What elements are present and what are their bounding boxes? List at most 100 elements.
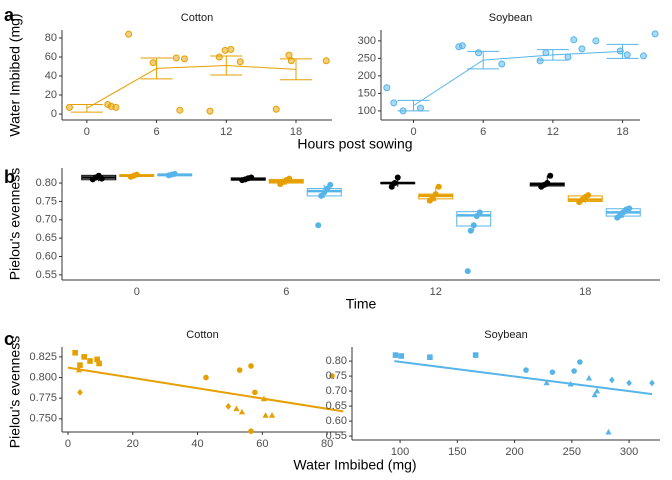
point bbox=[125, 30, 133, 38]
point bbox=[94, 356, 100, 363]
x-tick-label: 300 bbox=[620, 446, 638, 458]
point bbox=[476, 209, 483, 216]
x-tick-label: 0 bbox=[65, 438, 71, 450]
point bbox=[285, 51, 293, 59]
point bbox=[225, 403, 232, 410]
y-tick-label: 0.80 bbox=[326, 355, 347, 367]
point bbox=[176, 106, 184, 114]
x-tick-label: 6 bbox=[154, 126, 160, 138]
point bbox=[626, 205, 633, 212]
y-tick-label: 100 bbox=[358, 105, 376, 117]
panel-title: Cotton bbox=[186, 329, 218, 341]
point bbox=[236, 58, 244, 66]
point bbox=[390, 99, 398, 107]
point bbox=[215, 53, 223, 61]
point bbox=[171, 170, 178, 177]
point bbox=[605, 428, 612, 435]
point bbox=[238, 408, 246, 415]
x-tick-label: 150 bbox=[448, 446, 466, 458]
point bbox=[268, 412, 276, 418]
point bbox=[248, 428, 254, 434]
point bbox=[272, 105, 280, 113]
y-tick-label: 200 bbox=[358, 70, 376, 82]
mean-line bbox=[86, 65, 297, 109]
point bbox=[543, 379, 550, 386]
point bbox=[172, 54, 180, 62]
y-tick-label: 80 bbox=[45, 32, 57, 44]
point bbox=[233, 405, 240, 412]
fit-line bbox=[394, 360, 653, 396]
y-tick-label: 20 bbox=[45, 89, 57, 101]
point bbox=[571, 368, 577, 374]
point bbox=[536, 57, 544, 65]
point bbox=[394, 174, 401, 181]
point bbox=[472, 352, 479, 358]
point bbox=[203, 374, 209, 381]
y-tick-label: 0.65 bbox=[326, 400, 347, 412]
point bbox=[564, 53, 572, 61]
x-tick-label: 12 bbox=[430, 286, 442, 298]
point bbox=[427, 354, 433, 360]
point bbox=[252, 389, 258, 396]
point bbox=[133, 171, 140, 178]
point bbox=[467, 227, 474, 234]
point bbox=[206, 107, 214, 115]
point bbox=[236, 367, 243, 373]
y-tick-label: 0.825 bbox=[29, 351, 57, 363]
point bbox=[609, 376, 615, 384]
point bbox=[585, 192, 592, 199]
point bbox=[416, 104, 424, 112]
point bbox=[77, 389, 83, 396]
point bbox=[87, 358, 93, 364]
y-tick-label: 0.75 bbox=[326, 370, 347, 382]
y-tick-label: 60 bbox=[45, 51, 57, 63]
x-tick-label: 18 bbox=[290, 126, 302, 138]
y-axis-label: Pielou's evenness bbox=[7, 336, 23, 448]
point bbox=[398, 353, 405, 359]
y-axis-label: Water Imbibed (mg) bbox=[7, 13, 23, 136]
y-tick-label: 0.75 bbox=[36, 195, 57, 207]
point bbox=[577, 359, 583, 365]
point bbox=[112, 103, 120, 111]
panel-title: Soybean bbox=[484, 329, 527, 341]
point bbox=[567, 380, 574, 387]
point bbox=[651, 30, 659, 38]
point bbox=[391, 180, 398, 187]
y-tick-label: 0.775 bbox=[29, 392, 57, 404]
fit-line bbox=[67, 366, 344, 413]
point bbox=[544, 180, 551, 187]
y-tick-label: 0.60 bbox=[36, 250, 57, 262]
x-tick-label: 0 bbox=[84, 126, 90, 138]
point bbox=[591, 391, 598, 398]
y-tick-label: 0.750 bbox=[29, 413, 57, 425]
panel-tag: b bbox=[4, 167, 15, 187]
y-tick-label: 300 bbox=[358, 35, 376, 47]
point bbox=[327, 181, 334, 188]
x-tick-label: 18 bbox=[616, 126, 628, 138]
y-tick-label: 0.55 bbox=[36, 269, 57, 281]
x-tick-label: 60 bbox=[256, 438, 268, 450]
x-tick-label: 250 bbox=[563, 446, 581, 458]
point bbox=[592, 37, 600, 45]
y-tick-label: 0.70 bbox=[36, 214, 57, 226]
y-axis-label: Pielou's evenness bbox=[7, 168, 23, 280]
panel-title: Soybean bbox=[489, 12, 532, 24]
y-tick-label: 0 bbox=[51, 108, 57, 120]
point bbox=[623, 51, 631, 59]
point bbox=[578, 45, 586, 53]
x-axis-label: Time bbox=[346, 296, 377, 312]
y-tick-label: 0.65 bbox=[36, 232, 57, 244]
point bbox=[585, 374, 593, 381]
y-tick-label: 0.60 bbox=[326, 415, 347, 427]
x-axis-label: Hours post sowing bbox=[297, 136, 412, 152]
point bbox=[149, 59, 157, 67]
y-tick-label: 0.80 bbox=[36, 177, 57, 189]
x-tick-label: 100 bbox=[391, 446, 409, 458]
point bbox=[260, 395, 268, 402]
point bbox=[547, 172, 554, 179]
x-tick-label: 12 bbox=[220, 126, 232, 138]
y-tick-label: 250 bbox=[358, 52, 376, 64]
point bbox=[65, 103, 73, 111]
point bbox=[470, 222, 477, 229]
